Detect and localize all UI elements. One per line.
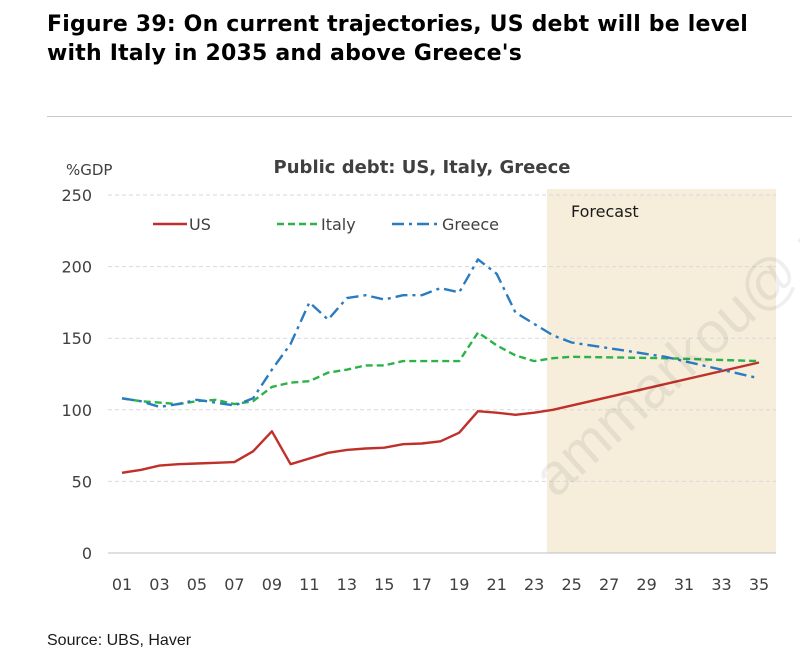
y-tick-label: 0	[82, 544, 92, 563]
forecast-shading	[546, 189, 776, 553]
figure-title: Figure 39: On current trajectories, US d…	[47, 12, 748, 66]
gridlines	[108, 194, 776, 482]
x-tick-label: 29	[636, 575, 656, 594]
y-tick-label: 150	[61, 329, 92, 348]
source-note: Source: UBS, Haver	[47, 632, 192, 649]
x-tick-label: 21	[487, 575, 507, 594]
x-tick-label: 31	[674, 575, 694, 594]
y-axis-ticks: 0 50 100 150 200 250	[61, 186, 92, 563]
y-tick-label: 200	[61, 258, 92, 277]
forecast-label: Forecast	[571, 202, 639, 221]
series-line-greece	[121, 258, 760, 409]
x-tick-label: 17	[412, 575, 432, 594]
y-tick-label: 50	[72, 472, 92, 491]
chart-title: Public debt: US, Italy, Greece	[274, 157, 571, 178]
x-tick-label: 25	[561, 575, 581, 594]
x-axis-ticks: 01 03 05 07 09 11 13 15 17 19 21 23 25 27 29 31 33 35	[112, 575, 769, 594]
series-lines	[121, 258, 760, 474]
legend: US Italy Greece	[153, 215, 499, 234]
x-tick-label: 27	[599, 575, 619, 594]
x-tick-label: 15	[374, 575, 394, 594]
legend-label-us: US	[189, 215, 211, 234]
x-tick-label: 03	[149, 575, 169, 594]
x-tick-label: 23	[524, 575, 544, 594]
series-line-us	[121, 361, 760, 474]
legend-label-greece: Greece	[442, 215, 499, 234]
x-tick-label: 11	[299, 575, 319, 594]
x-tick-label: 35	[749, 575, 769, 594]
title-divider	[47, 116, 792, 117]
x-tick-label: 01	[112, 575, 132, 594]
y-tick-label: 250	[61, 186, 92, 205]
x-tick-label: 09	[262, 575, 282, 594]
x-tick-label: 33	[711, 575, 731, 594]
x-tick-label: 19	[449, 575, 469, 594]
legend-label-italy: Italy	[321, 215, 356, 234]
x-tick-label: 07	[224, 575, 244, 594]
x-tick-label: 05	[187, 575, 207, 594]
y-axis-label: %GDP	[66, 161, 112, 179]
x-tick-label: 13	[337, 575, 357, 594]
y-tick-label: 100	[61, 401, 92, 420]
line-chart: 0 50 100 150 200 250 01 03 05 07 09 11 13 15 17 19 21 23…	[61, 157, 776, 594]
